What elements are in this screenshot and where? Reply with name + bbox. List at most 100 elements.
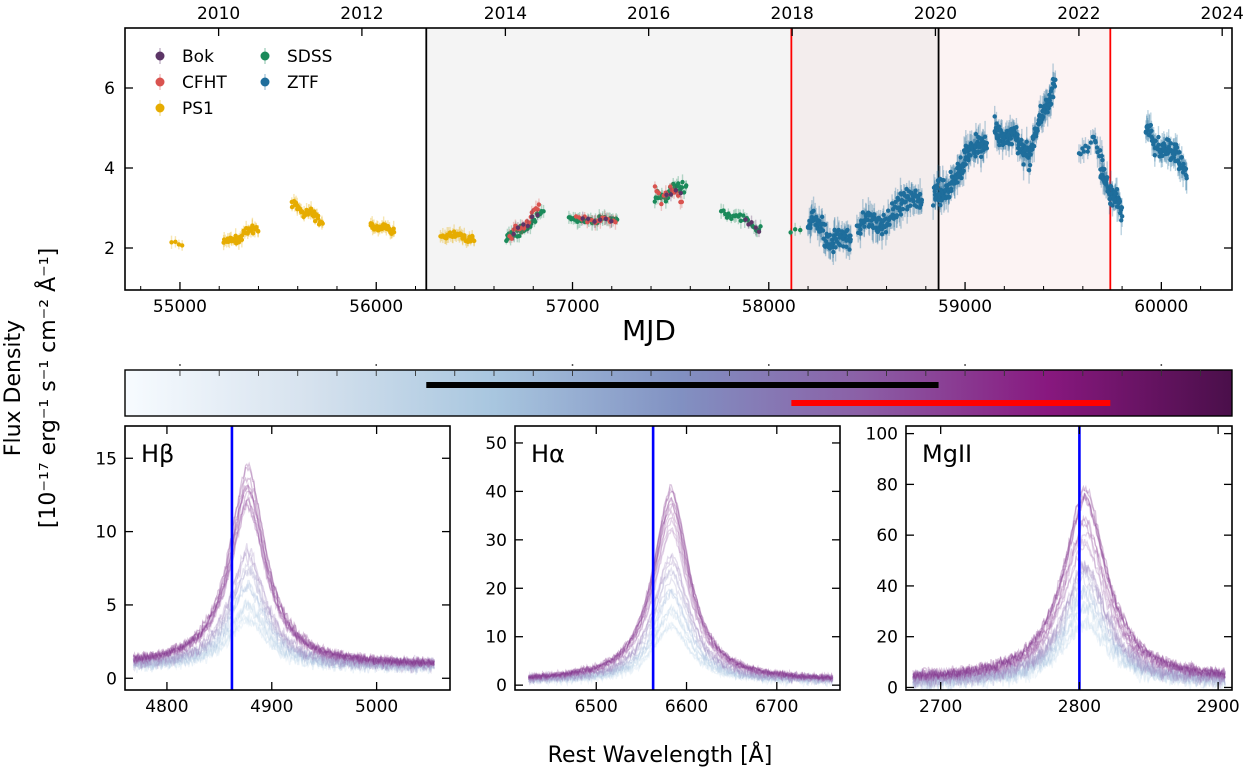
spectrum-epoch-line bbox=[912, 484, 1226, 681]
y-tick-label: 15 bbox=[95, 449, 117, 469]
spectrum-epoch-line bbox=[132, 499, 435, 669]
point-bok bbox=[668, 192, 674, 197]
lightcurve-frame bbox=[124, 27, 1233, 291]
spectrum-epoch-line bbox=[133, 484, 435, 669]
x-tick-label: 2800 bbox=[1058, 697, 1101, 717]
point-ztf bbox=[999, 131, 1005, 136]
point-ztf bbox=[845, 227, 850, 233]
point-bok bbox=[580, 216, 585, 221]
lightcurve-legend: Bok CFHT PS1 SDSS ZTF bbox=[155, 47, 332, 119]
spectrum-epoch-line bbox=[912, 615, 1226, 690]
point-ztf bbox=[958, 155, 963, 160]
point-ztf bbox=[1116, 204, 1121, 210]
point-ztf bbox=[982, 134, 988, 139]
point-ztf bbox=[819, 214, 825, 220]
point-ztf bbox=[836, 227, 841, 233]
point-ztf bbox=[1009, 141, 1015, 147]
y-tick-label: 20 bbox=[485, 579, 507, 599]
colorbar-ticks bbox=[179, 364, 1202, 376]
point-ztf bbox=[1119, 205, 1125, 210]
spectrum-epoch-line bbox=[132, 565, 435, 672]
point-ztf bbox=[1166, 144, 1172, 150]
highlight-span-1 bbox=[791, 28, 939, 290]
point-ztf bbox=[994, 121, 999, 126]
spectrum-epoch-line bbox=[133, 476, 435, 668]
year-tick-label: 2020 bbox=[914, 4, 957, 24]
spectrum-epoch-line bbox=[912, 573, 1226, 690]
point-ztf bbox=[827, 232, 833, 238]
point-sdss bbox=[676, 181, 681, 186]
point-sdss bbox=[680, 179, 685, 185]
point-bok bbox=[743, 217, 748, 222]
spectrum-epoch-line bbox=[132, 484, 435, 669]
point-ps1 bbox=[176, 242, 182, 247]
colorbar-bars bbox=[426, 382, 1111, 406]
point-ztf bbox=[997, 142, 1002, 148]
y-tick-label: 30 bbox=[485, 531, 507, 551]
point-ztf bbox=[1104, 175, 1110, 180]
point-sdss bbox=[738, 218, 744, 224]
legend-label-sdss: SDSS bbox=[287, 47, 332, 67]
point-ztf bbox=[930, 203, 936, 208]
spectrum-epoch-line bbox=[527, 621, 834, 686]
spectrum-epoch-line bbox=[912, 615, 1226, 690]
point-ztf bbox=[1119, 214, 1125, 219]
spectrum-epoch-line bbox=[912, 492, 1226, 682]
point-ps1 bbox=[312, 218, 318, 224]
point-ztf bbox=[968, 153, 973, 158]
point-bok bbox=[673, 188, 679, 193]
point-ztf bbox=[1168, 141, 1174, 146]
point-cfht bbox=[536, 202, 542, 207]
point-ztf bbox=[1156, 134, 1161, 140]
legend-label-ztf: ZTF bbox=[287, 73, 319, 93]
spectrum-epoch-line bbox=[912, 584, 1226, 690]
point-ztf bbox=[842, 232, 848, 238]
year-tick-label: 2022 bbox=[1057, 4, 1100, 24]
point-ztf bbox=[1026, 168, 1032, 173]
spectrum-epoch-line bbox=[132, 461, 435, 668]
spectrum-epoch-line bbox=[527, 502, 833, 682]
spectrum-epoch-line bbox=[912, 565, 1226, 690]
point-sdss bbox=[663, 199, 669, 204]
point-sdss bbox=[541, 209, 546, 214]
spectrum-epoch-line bbox=[912, 532, 1226, 683]
x-tick-label: 4800 bbox=[145, 697, 188, 717]
point-ztf bbox=[1021, 162, 1026, 167]
panel-label-hbeta: Hβ bbox=[141, 440, 174, 468]
point-ztf bbox=[833, 245, 838, 250]
spectrum-epoch-line bbox=[133, 490, 435, 668]
lightcurve-ticks: 55000 56000 57000 58000 59000 60000 2 4 6 2010 201… bbox=[104, 4, 1244, 317]
spectrum-epoch-line bbox=[527, 558, 834, 686]
x-tick-label: 55000 bbox=[153, 297, 207, 317]
point-ztf bbox=[941, 177, 946, 183]
point-ztf bbox=[1051, 94, 1056, 100]
point-ztf bbox=[1027, 162, 1033, 168]
spectrum-epoch-line bbox=[912, 496, 1226, 681]
point-ztf bbox=[1040, 114, 1046, 120]
point-sdss bbox=[741, 213, 746, 218]
spectrum-epoch-line bbox=[912, 600, 1226, 690]
colorbar-window-red bbox=[791, 400, 1111, 406]
spectrum-epoch-line bbox=[912, 492, 1226, 681]
y-tick-label: 20 bbox=[876, 628, 898, 648]
spectrum-epoch-line bbox=[527, 605, 834, 687]
spectrum-panel-hbeta: 4800 4900 5000 0 5 10 15 Hβ bbox=[95, 425, 451, 717]
point-cfht bbox=[535, 207, 540, 212]
point-ztf bbox=[1160, 153, 1165, 159]
spectrum-epoch-line bbox=[132, 562, 435, 674]
spectrum-epoch-line bbox=[132, 482, 435, 668]
point-sdss bbox=[681, 190, 687, 195]
spectrum-epoch-line bbox=[132, 569, 435, 673]
point-ztf bbox=[992, 114, 997, 119]
point-ztf bbox=[1174, 145, 1180, 150]
lightcurve-vlines bbox=[425, 28, 1112, 290]
point-ztf bbox=[1081, 149, 1087, 154]
point-ztf bbox=[1153, 138, 1158, 144]
spectrum-epoch-line bbox=[912, 617, 1226, 690]
spectrum-epoch-line bbox=[527, 496, 834, 681]
legend-label-ps1: PS1 bbox=[182, 99, 214, 119]
point-ztf bbox=[1091, 134, 1097, 140]
point-ztf bbox=[1014, 125, 1019, 130]
spectrum-epoch-line bbox=[527, 516, 833, 682]
